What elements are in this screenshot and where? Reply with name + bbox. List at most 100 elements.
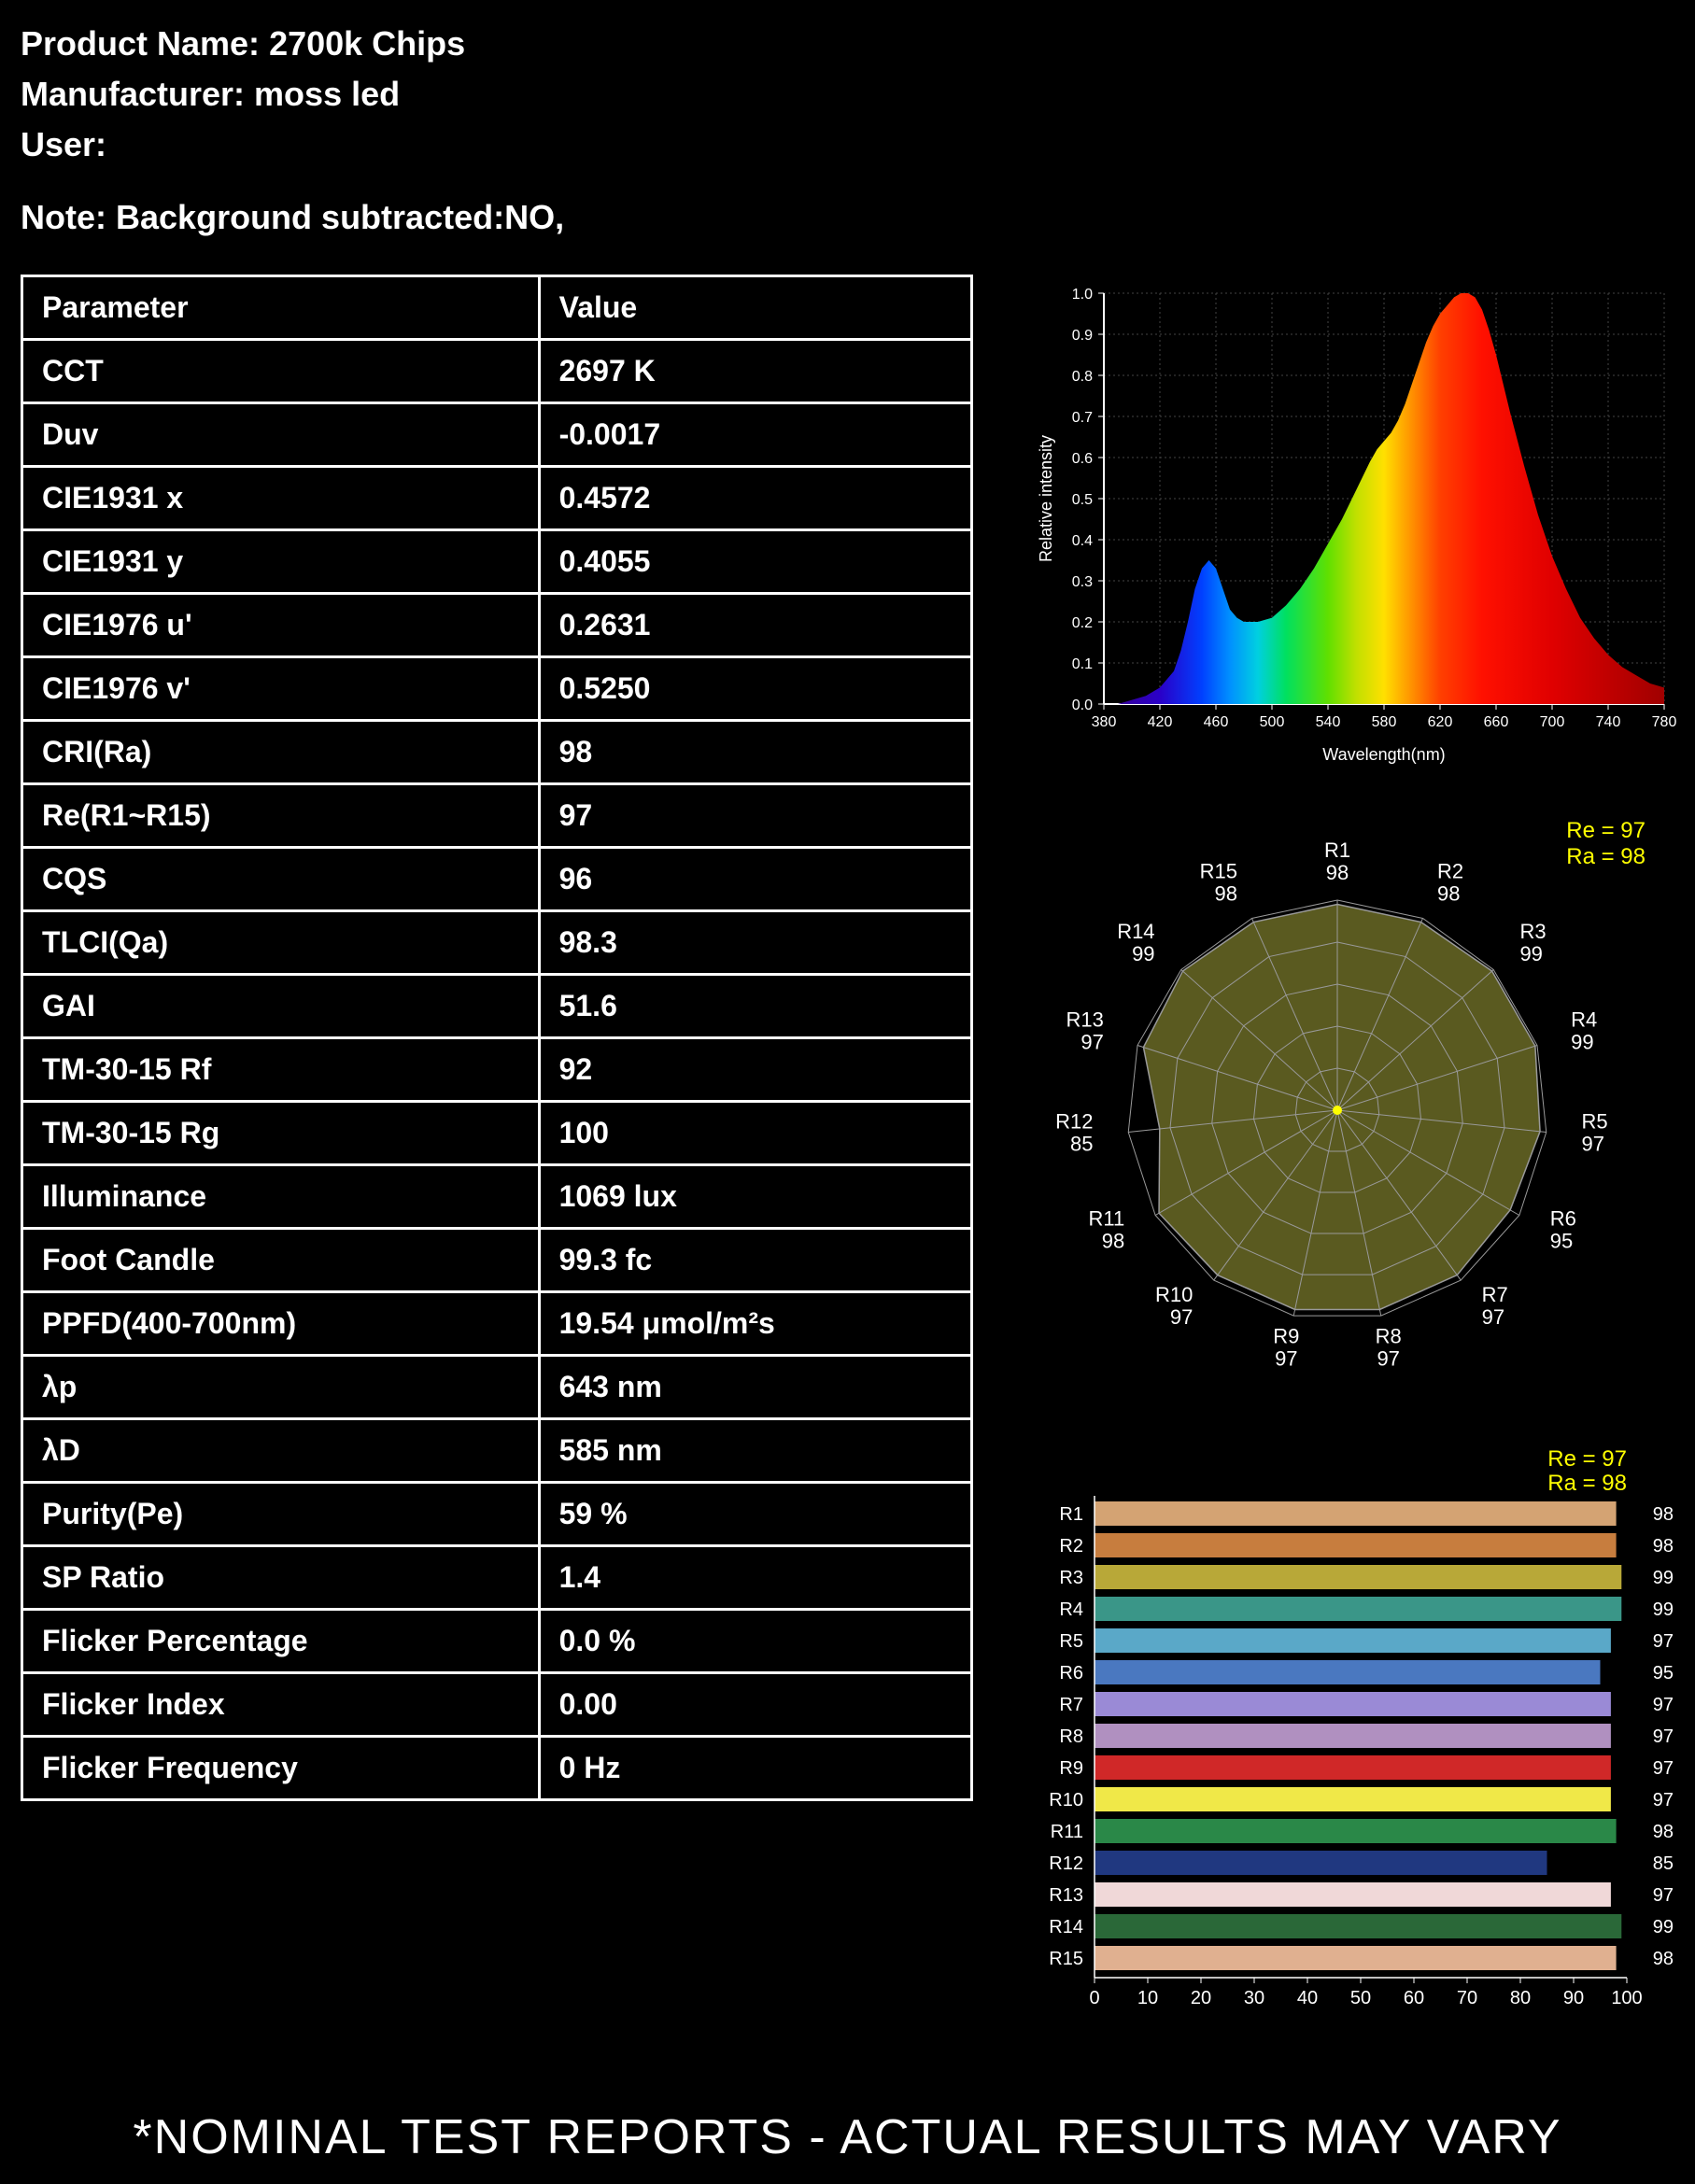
svg-text:R1: R1 [1324,838,1350,862]
table-row: λD585 nm [22,1419,972,1483]
table-row: CIE1976 u'0.2631 [22,594,972,657]
svg-text:97: 97 [1081,1031,1103,1054]
svg-text:0.5: 0.5 [1072,492,1093,508]
svg-text:R13: R13 [1049,1885,1083,1906]
svg-text:0.4: 0.4 [1072,533,1093,549]
table-row: GAI51.6 [22,975,972,1038]
svg-text:80: 80 [1510,1988,1531,2008]
svg-text:R11: R11 [1089,1207,1125,1231]
table-row: PPFD(400-700nm)19.54 μmol/m²s [22,1292,972,1356]
table-row: Flicker Index0.00 [22,1673,972,1737]
svg-text:R5: R5 [1059,1631,1083,1652]
svg-text:R1: R1 [1059,1504,1083,1525]
svg-text:0.2: 0.2 [1072,615,1093,631]
svg-text:R8: R8 [1059,1726,1083,1747]
svg-text:98: 98 [1437,882,1460,906]
svg-text:R12: R12 [1055,1109,1093,1133]
table-header: Parameter [22,276,540,340]
svg-text:540: 540 [1316,714,1341,730]
spectrum-chart: 3804204605005405806206607007407800.00.10… [1029,275,1683,769]
svg-text:0.3: 0.3 [1072,574,1093,590]
svg-text:Re = 97: Re = 97 [1547,1446,1627,1472]
svg-text:R15: R15 [1049,1949,1083,1969]
svg-text:460: 460 [1204,714,1229,730]
svg-text:740: 740 [1596,714,1621,730]
svg-text:30: 30 [1244,1988,1264,2008]
svg-text:98: 98 [1653,1504,1674,1525]
svg-text:98: 98 [1653,1536,1674,1557]
svg-text:99: 99 [1519,942,1542,965]
footer-note: *NOMINAL TEST REPORTS - ACTUAL RESULTS M… [21,2109,1674,2165]
svg-text:R4: R4 [1059,1599,1083,1620]
table-row: Foot Candle99.3 fc [22,1229,972,1292]
table-row: CIE1931 y0.4055 [22,530,972,594]
parameter-table: ParameterValue CCT2697 KDuv-0.0017CIE193… [21,275,973,1801]
svg-text:99: 99 [1571,1031,1593,1054]
svg-text:98: 98 [1653,1949,1674,1969]
svg-text:90: 90 [1563,1988,1584,2008]
svg-text:R6: R6 [1059,1663,1083,1684]
svg-text:R3: R3 [1519,920,1546,943]
svg-text:97: 97 [1275,1346,1297,1370]
svg-text:0.1: 0.1 [1072,656,1093,672]
table-row: SP Ratio1.4 [22,1546,972,1610]
svg-text:97: 97 [1653,1758,1674,1779]
table-row: Duv-0.0017 [22,403,972,467]
svg-text:98: 98 [1102,1230,1124,1253]
svg-text:Relative intensity: Relative intensity [1037,435,1055,562]
svg-text:0.7: 0.7 [1072,410,1093,426]
svg-text:97: 97 [1482,1305,1504,1329]
svg-text:700: 700 [1540,714,1565,730]
svg-text:R9: R9 [1059,1758,1083,1779]
table-row: TM-30-15 Rf92 [22,1038,972,1102]
svg-text:98: 98 [1326,861,1349,884]
svg-text:97: 97 [1653,1726,1674,1747]
table-row: CQS96 [22,848,972,911]
table-row: Flicker Frequency0 Hz [22,1737,972,1800]
svg-text:R7: R7 [1482,1283,1508,1306]
svg-text:Ra = 98: Ra = 98 [1547,1471,1627,1496]
svg-text:95: 95 [1550,1230,1573,1253]
svg-text:580: 580 [1372,714,1397,730]
svg-text:97: 97 [1582,1132,1604,1155]
svg-text:99: 99 [1132,942,1154,965]
product-label: Product Name: [21,24,260,63]
note: Note: Background subtracted:NO, [21,198,1674,237]
svg-text:R2: R2 [1059,1536,1083,1557]
svg-text:10: 10 [1137,1988,1158,2008]
mfr-value: moss led [254,75,400,113]
svg-text:70: 70 [1457,1988,1477,2008]
svg-text:Ra = 98: Ra = 98 [1566,844,1646,869]
svg-text:660: 660 [1484,714,1509,730]
svg-text:R15: R15 [1200,860,1237,883]
svg-text:R10: R10 [1049,1790,1083,1811]
table-row: CIE1931 x0.4572 [22,467,972,530]
svg-text:R14: R14 [1049,1917,1083,1937]
table-row: TM-30-15 Rg100 [22,1102,972,1165]
header: Product Name: 2700k Chips Manufacturer: … [21,19,1674,170]
svg-text:85: 85 [1653,1853,1674,1874]
radar-chart: R198R298R399R499R597R695R797R897R997R109… [1010,811,1664,1390]
svg-text:100: 100 [1611,1988,1642,2008]
table-row: Re(R1~R15)97 [22,784,972,848]
svg-text:R9: R9 [1273,1324,1299,1347]
svg-text:20: 20 [1191,1988,1211,2008]
svg-text:Wavelength(nm): Wavelength(nm) [1322,745,1445,764]
table-header: Value [539,276,971,340]
svg-text:97: 97 [1170,1305,1193,1329]
svg-text:99: 99 [1653,1599,1674,1620]
svg-text:R13: R13 [1066,1008,1104,1032]
svg-text:0.0: 0.0 [1072,697,1093,713]
svg-text:0: 0 [1089,1988,1099,2008]
svg-text:Re = 97: Re = 97 [1566,818,1646,843]
svg-text:97: 97 [1653,1695,1674,1715]
svg-text:1.0: 1.0 [1072,287,1093,303]
table-row: Flicker Percentage0.0 % [22,1610,972,1673]
table-row: Illuminance1069 lux [22,1165,972,1229]
svg-text:99: 99 [1653,1568,1674,1588]
table-row: CRI(Ra)98 [22,721,972,784]
svg-text:R14: R14 [1117,920,1154,943]
table-row: CIE1976 v'0.5250 [22,657,972,721]
svg-text:40: 40 [1297,1988,1318,2008]
table-row: λp643 nm [22,1356,972,1419]
